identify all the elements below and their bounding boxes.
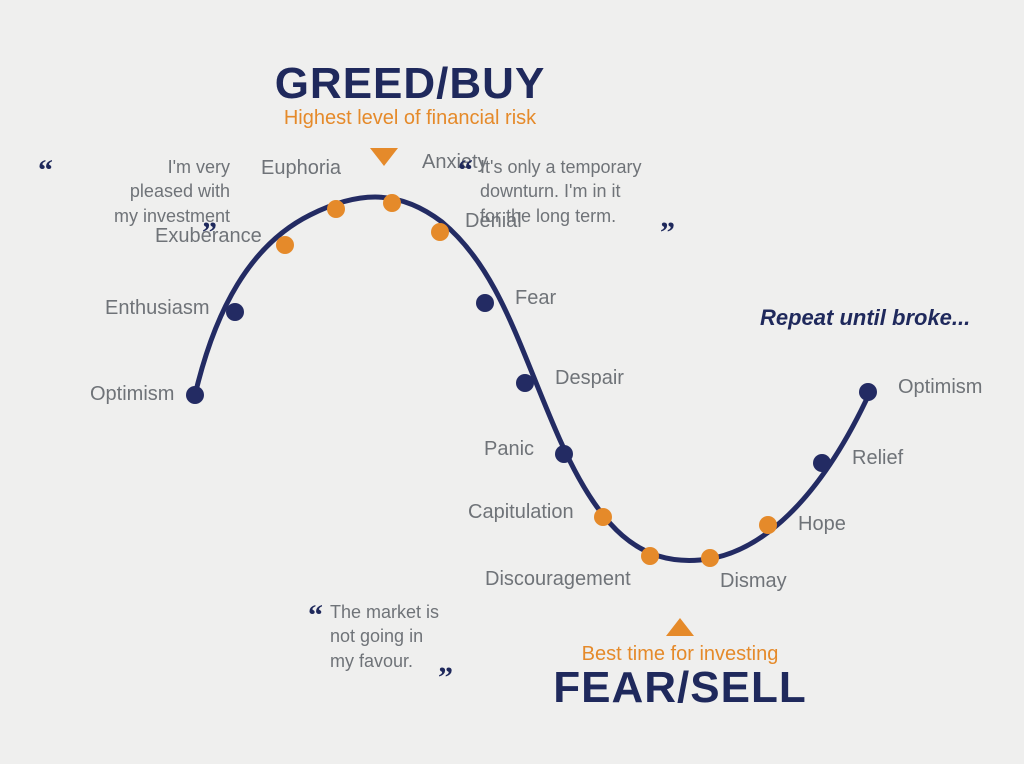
quote-line: The market is <box>330 602 439 622</box>
curve-marker <box>555 445 573 463</box>
curve-marker <box>859 383 877 401</box>
quote-line: for the long term. <box>480 206 616 226</box>
close-quote-icon: ” <box>438 670 453 685</box>
emotion-label: Anxiety <box>422 151 488 174</box>
diagram-stage: GREED/BUY Highest level of financial ris… <box>0 0 1024 764</box>
repeat-note: Repeat until broke... <box>760 305 970 331</box>
close-quote-icon: ” <box>660 225 675 240</box>
curve-marker <box>759 516 777 534</box>
curve-marker <box>383 194 401 212</box>
curve-marker <box>431 223 449 241</box>
open-quote-icon: “ <box>38 163 53 178</box>
emotion-label: Despair <box>555 367 624 390</box>
quote-top-right: “ It's only a temporary downturn. I'm in… <box>480 155 720 228</box>
quote-line: downturn. I'm in it <box>480 181 621 201</box>
curve-marker <box>813 454 831 472</box>
open-quote-icon: “ <box>308 608 323 623</box>
curve-marker <box>701 549 719 567</box>
quote-line: not going in <box>330 626 423 646</box>
emotion-label: Euphoria <box>261 157 341 180</box>
emotion-label: Relief <box>852 447 903 470</box>
emotion-label: Optimism <box>898 376 982 399</box>
curve-marker <box>186 386 204 404</box>
quote-line: my favour. <box>330 651 413 671</box>
emotion-label: Panic <box>484 438 534 461</box>
arrow-up-icon <box>666 618 694 636</box>
bottom-title-block: Best time for investing FEAR/SELL <box>530 642 830 710</box>
curve-marker <box>327 200 345 218</box>
quote-top-left: “ I'm very pleased with my investment ” <box>60 155 230 228</box>
curve-marker <box>476 294 494 312</box>
emotion-label: Dismay <box>720 570 787 593</box>
close-quote-icon: ” <box>202 225 217 240</box>
curve-marker <box>594 508 612 526</box>
quote-line: It's only a temporary <box>480 157 642 177</box>
curve-marker <box>641 547 659 565</box>
curve-marker <box>516 374 534 392</box>
emotion-curve-chart <box>0 0 1024 764</box>
emotion-label: Enthusiasm <box>105 297 210 320</box>
quote-line: pleased with <box>130 181 230 201</box>
emotion-label: Discouragement <box>485 568 631 591</box>
quote-bottom-left: “ The market is not going in my favour. … <box>330 600 500 673</box>
emotion-label: Fear <box>515 287 556 310</box>
quote-line: I'm very <box>168 157 230 177</box>
open-quote-icon: “ <box>458 163 473 178</box>
curve-marker <box>276 236 294 254</box>
curve-marker <box>226 303 244 321</box>
emotion-label: Capitulation <box>468 501 574 524</box>
emotion-label: Optimism <box>90 383 174 406</box>
fear-sell-title: FEAR/SELL <box>530 666 830 710</box>
emotion-label: Hope <box>798 513 846 536</box>
